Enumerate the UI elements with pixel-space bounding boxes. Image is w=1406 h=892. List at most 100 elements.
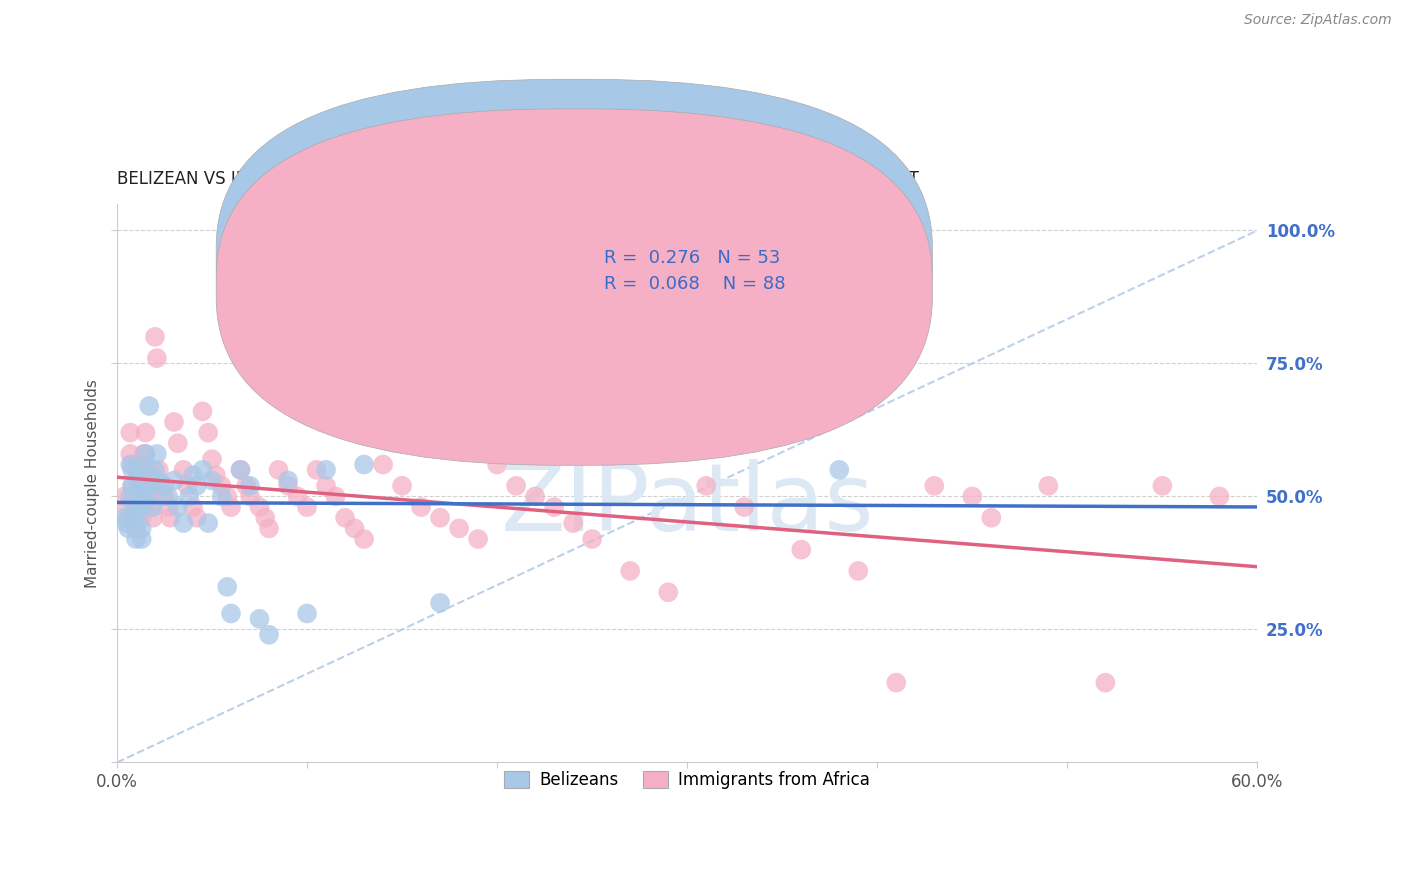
Point [131, 510, 153, 524]
Point [141, 500, 163, 514]
Point [117, 510, 139, 524]
Point [157, 490, 180, 504]
Point [204, 468, 226, 483]
Point [149, 479, 172, 493]
Point [127, 458, 149, 472]
Point [229, 463, 252, 477]
Point [201, 452, 224, 467]
Point [924, 479, 946, 493]
Point [114, 510, 136, 524]
Point [295, 607, 318, 621]
Point [114, 490, 136, 504]
Point [128, 479, 150, 493]
Point [980, 510, 1002, 524]
Point [211, 479, 233, 493]
Point [235, 479, 257, 493]
Point [239, 490, 262, 504]
Point [138, 490, 160, 504]
Point [120, 458, 142, 472]
Point [115, 516, 138, 530]
Point [186, 510, 208, 524]
FancyBboxPatch shape [217, 79, 932, 435]
Point [128, 505, 150, 519]
Point [173, 463, 195, 477]
Point [333, 510, 356, 524]
Point [136, 479, 159, 493]
FancyBboxPatch shape [217, 109, 932, 466]
Point [125, 532, 148, 546]
Point [157, 500, 180, 514]
Point [132, 463, 155, 477]
Point [429, 596, 451, 610]
Point [295, 500, 318, 514]
Point [828, 463, 851, 477]
Point [136, 463, 159, 477]
Point [962, 490, 984, 504]
Point [153, 479, 176, 493]
Point [249, 612, 271, 626]
Point [131, 532, 153, 546]
Point [211, 490, 233, 504]
Point [153, 490, 176, 504]
Point [142, 500, 165, 514]
Point [543, 500, 565, 514]
Point [166, 436, 188, 450]
Point [122, 510, 145, 524]
Point [562, 516, 585, 530]
Point [115, 500, 138, 514]
Point [121, 479, 143, 493]
Point [505, 393, 527, 408]
Point [581, 532, 603, 546]
Point [343, 521, 366, 535]
Point [132, 495, 155, 509]
Y-axis label: Married-couple Households: Married-couple Households [86, 379, 100, 588]
Text: Source: ZipAtlas.com: Source: ZipAtlas.com [1244, 13, 1392, 28]
Point [159, 510, 181, 524]
Point [163, 474, 186, 488]
Point [128, 490, 150, 504]
Point [197, 516, 219, 530]
Point [131, 521, 153, 535]
Point [277, 479, 299, 493]
Point [128, 490, 150, 504]
Text: R =  0.068    N = 88: R = 0.068 N = 88 [605, 276, 786, 293]
Point [657, 585, 679, 599]
Point [695, 479, 717, 493]
Point [122, 490, 145, 504]
Point [120, 425, 142, 440]
Point [163, 415, 186, 429]
Point [138, 399, 160, 413]
Point [141, 479, 163, 493]
Point [267, 463, 290, 477]
Point [257, 628, 280, 642]
Point [449, 521, 471, 535]
Point [254, 510, 277, 524]
Point [1094, 675, 1116, 690]
Point [884, 675, 907, 690]
Legend: Belizeans, Immigrants from Africa: Belizeans, Immigrants from Africa [498, 764, 877, 796]
Point [146, 447, 169, 461]
Point [467, 532, 489, 546]
Point [201, 474, 224, 488]
Point [325, 490, 347, 504]
Point [120, 490, 142, 504]
Point [219, 500, 242, 514]
Point [136, 490, 159, 504]
Point [131, 500, 153, 514]
Point [277, 474, 299, 488]
Point [846, 564, 869, 578]
Point [181, 468, 204, 483]
Point [197, 425, 219, 440]
Point [305, 463, 328, 477]
Point [315, 463, 337, 477]
Point [134, 447, 156, 461]
Point [176, 479, 198, 493]
Point [429, 510, 451, 524]
Point [733, 500, 755, 514]
Point [619, 564, 641, 578]
Point [353, 532, 375, 546]
Point [121, 463, 143, 477]
FancyBboxPatch shape [538, 237, 846, 307]
Point [257, 521, 280, 535]
Point [371, 458, 394, 472]
